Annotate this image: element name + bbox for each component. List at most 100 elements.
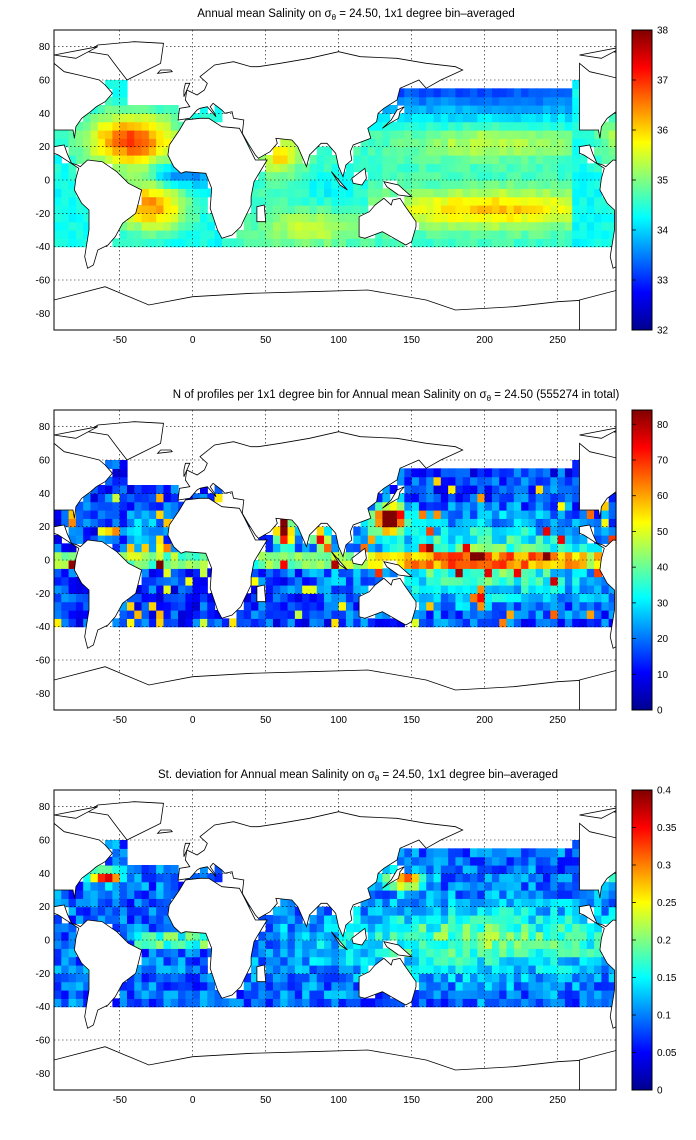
data-cell — [302, 618, 311, 628]
data-cell — [294, 998, 303, 1008]
data-cell — [75, 221, 84, 231]
data-cell — [316, 188, 325, 198]
data-cell — [455, 518, 464, 528]
data-cell — [594, 990, 602, 999]
data-cell — [382, 155, 391, 164]
data-cell — [586, 510, 595, 519]
data-cell — [506, 468, 515, 478]
data-cell — [411, 576, 420, 586]
data-cell — [389, 568, 398, 578]
data-cell — [141, 906, 150, 916]
data-cell — [440, 96, 449, 106]
data-cell — [105, 881, 113, 891]
data-cell — [477, 155, 486, 164]
data-cell — [54, 593, 62, 603]
data-cell — [528, 543, 537, 553]
data-cell — [119, 526, 128, 536]
data-cell — [404, 171, 413, 181]
data-cell — [83, 130, 92, 139]
data-cell — [513, 180, 522, 189]
data-cell — [557, 510, 566, 519]
data-cell — [119, 510, 128, 519]
data-cell — [572, 948, 581, 958]
data-cell — [470, 121, 478, 131]
data-cell — [54, 948, 62, 958]
data-cell — [462, 518, 471, 528]
data-cell — [521, 923, 530, 933]
data-cell — [404, 518, 413, 528]
data-cell — [156, 585, 165, 594]
data-cell — [316, 998, 325, 1008]
data-cell — [586, 238, 595, 248]
data-cell — [156, 593, 165, 603]
data-cell — [426, 873, 435, 883]
data-cell — [156, 230, 165, 239]
data-cell — [207, 873, 216, 883]
data-cell — [68, 146, 77, 156]
data-cell — [119, 535, 128, 544]
data-cell — [491, 485, 500, 494]
data-cell — [448, 155, 457, 164]
data-cell — [484, 998, 493, 1008]
data-cell — [506, 618, 515, 628]
data-cell — [528, 188, 537, 198]
data-cell — [491, 493, 500, 503]
data-cell — [550, 180, 559, 189]
data-cell — [397, 468, 405, 478]
data-cell — [601, 990, 610, 999]
data-cell — [418, 881, 427, 891]
data-cell — [521, 873, 530, 883]
data-cell — [513, 188, 522, 198]
data-cell — [462, 915, 471, 924]
data-cell — [83, 593, 92, 603]
data-cell — [90, 130, 99, 139]
data-cell — [535, 96, 544, 106]
data-cell — [491, 213, 500, 223]
data-cell — [382, 146, 391, 156]
data-cell — [477, 205, 486, 214]
data-cell — [550, 848, 559, 858]
data-cell — [75, 915, 84, 924]
data-cell — [141, 948, 150, 958]
data-cell — [126, 915, 135, 924]
data-cell — [418, 593, 427, 603]
data-cell — [178, 585, 186, 594]
data-cell — [258, 990, 267, 999]
data-cell — [550, 585, 559, 594]
data-cell — [594, 998, 602, 1008]
data-cell — [397, 113, 405, 123]
data-cell — [54, 890, 62, 899]
data-cell — [287, 560, 296, 569]
data-cell — [513, 221, 522, 231]
data-cell — [564, 890, 573, 899]
data-cell — [491, 551, 500, 561]
data-cell — [148, 238, 157, 248]
data-cell — [331, 576, 340, 586]
y-tick-label: 0 — [44, 556, 50, 567]
data-cell — [477, 898, 486, 908]
data-cell — [448, 956, 457, 966]
data-cell — [54, 180, 62, 189]
data-cell — [499, 155, 508, 164]
data-cell — [360, 155, 369, 164]
data-cell — [564, 543, 573, 553]
data-cell — [353, 998, 362, 1008]
data-cell — [601, 915, 610, 924]
data-cell — [163, 956, 172, 966]
land-outline — [351, 927, 367, 946]
data-cell — [535, 146, 544, 156]
data-cell — [397, 543, 405, 553]
data-cell — [68, 890, 77, 899]
data-cell — [477, 948, 486, 958]
data-cell — [499, 238, 508, 248]
data-cell — [557, 485, 566, 494]
data-cell — [68, 576, 77, 586]
data-cell — [316, 221, 325, 231]
data-cell — [170, 130, 179, 139]
data-cell — [601, 998, 610, 1008]
data-cell — [170, 205, 179, 214]
data-cell — [506, 518, 515, 528]
data-cell — [543, 543, 551, 553]
data-cell — [156, 551, 165, 561]
data-cell — [418, 560, 427, 569]
